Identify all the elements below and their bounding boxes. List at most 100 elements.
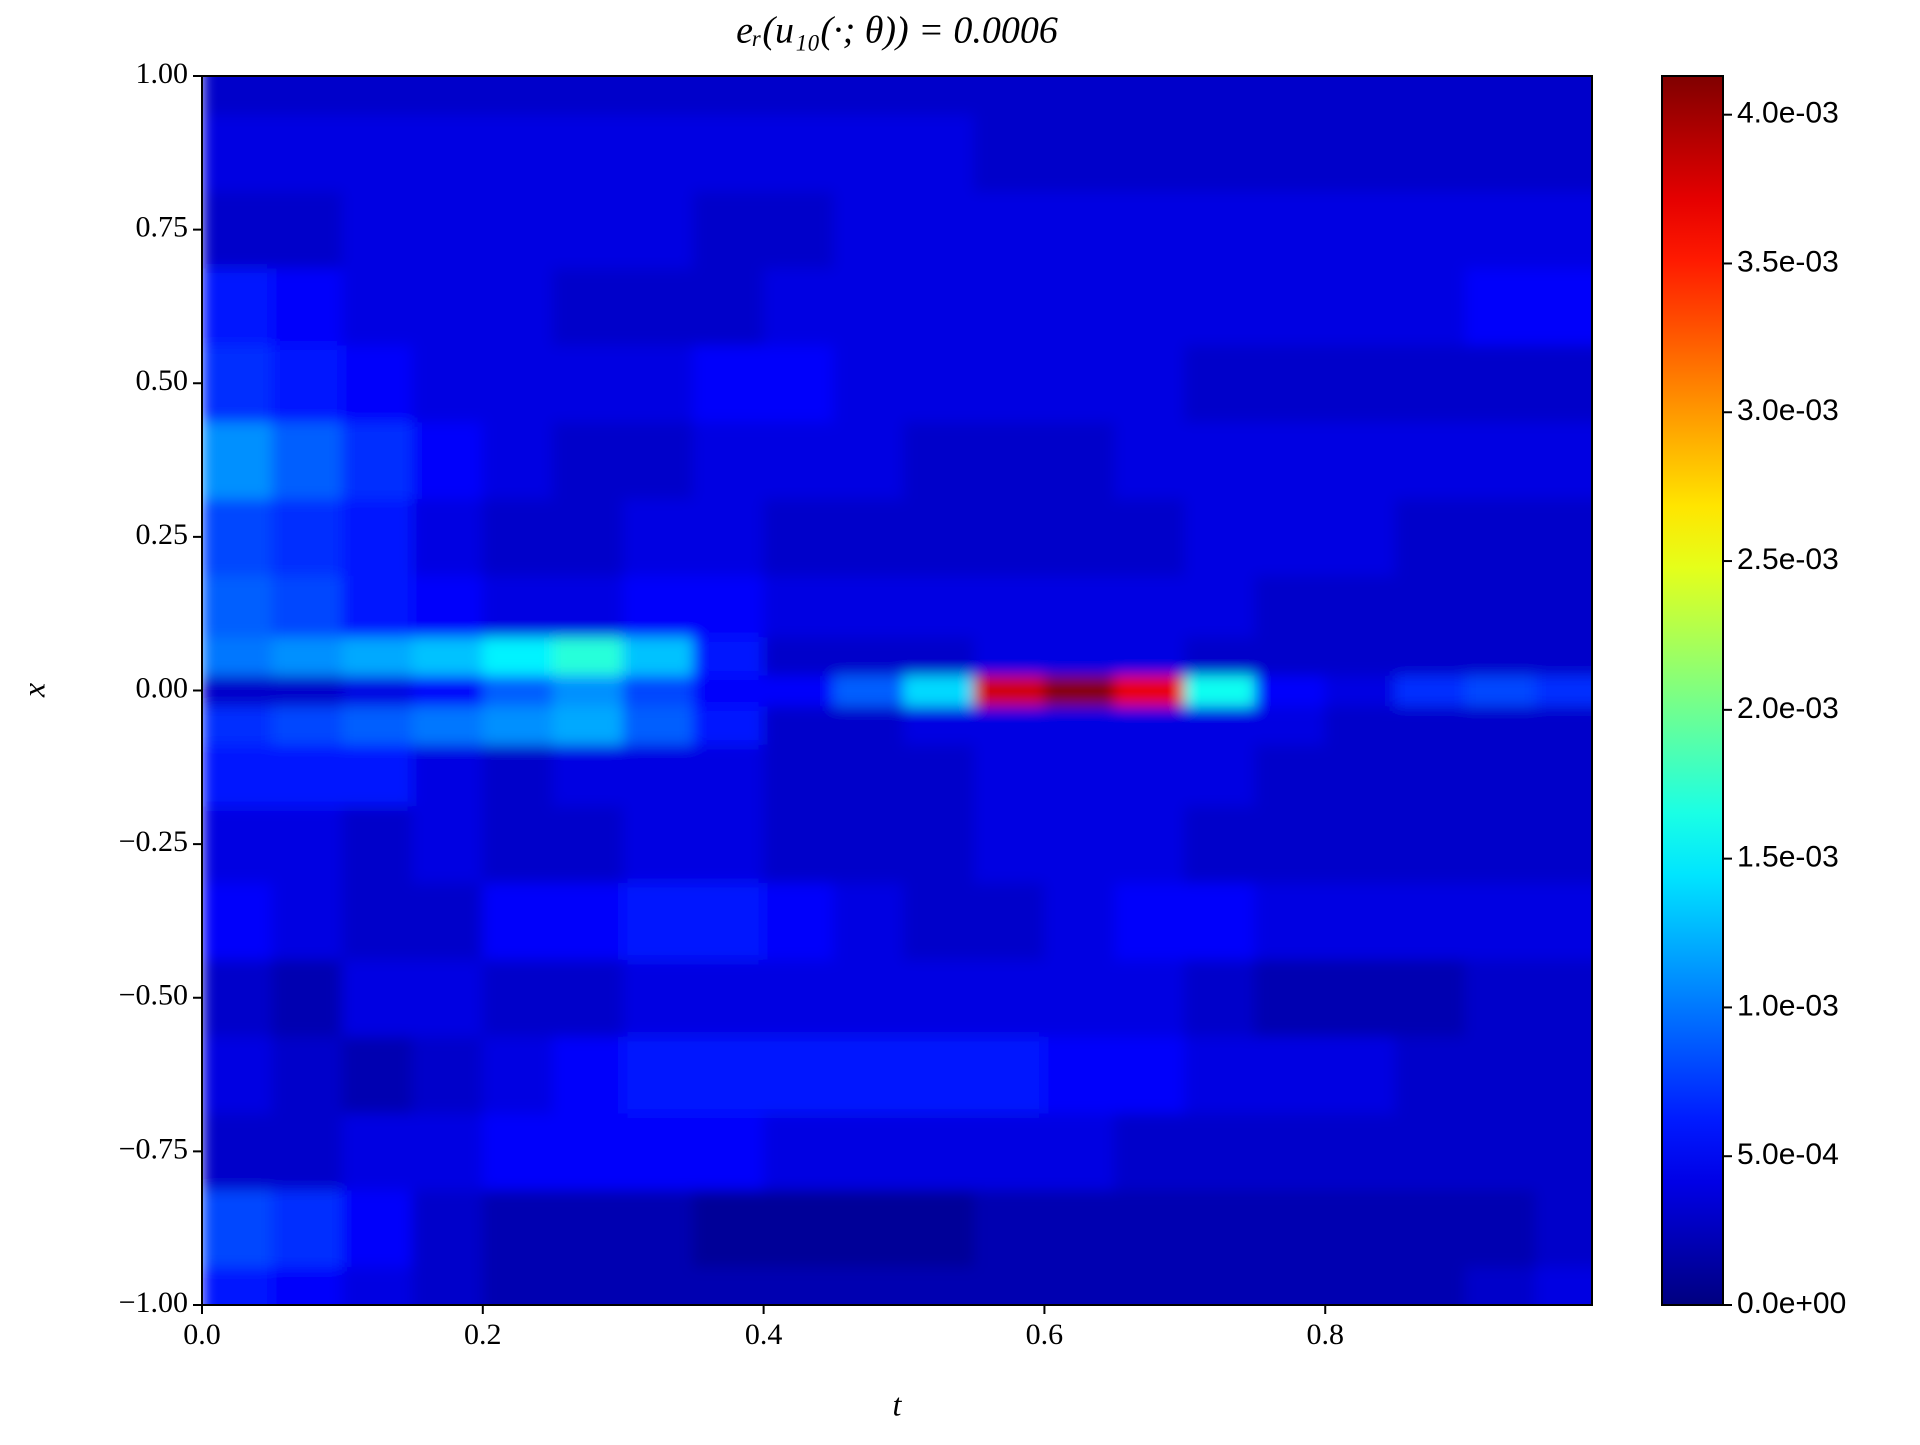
heatmap-cell	[341, 674, 414, 707]
heatmap-cell	[622, 344, 694, 423]
heatmap-cell	[271, 574, 343, 638]
heatmap-cell	[692, 574, 765, 638]
heatmap-cell	[271, 344, 343, 423]
heatmap-cell	[552, 958, 624, 1037]
heatmap-cell	[973, 190, 1045, 269]
heatmap-cell	[1184, 705, 1256, 745]
heatmap-cell	[202, 1266, 273, 1305]
heatmap-cell	[412, 267, 484, 346]
heatmap-cell	[1114, 421, 1186, 499]
heatmap-cell	[692, 743, 765, 807]
heatmap-cell	[552, 882, 624, 960]
heatmap-cell	[552, 743, 624, 807]
heatmap-cell	[903, 743, 975, 807]
heatmap-cell	[763, 497, 835, 576]
heatmap-cell	[1043, 958, 1116, 1037]
heatmap-cell	[1043, 190, 1116, 269]
heatmap-cell	[622, 674, 694, 707]
heatmap-cell	[1114, 636, 1186, 676]
heatmap-cell	[1114, 805, 1186, 884]
heatmap-cell	[202, 190, 273, 269]
heatmap-cell	[692, 674, 765, 707]
heatmap-cell	[973, 344, 1045, 423]
heatmap-cell	[341, 113, 414, 192]
heatmap-cell	[1184, 805, 1256, 884]
heatmap-cell	[202, 113, 273, 192]
heatmap-cell	[973, 705, 1045, 745]
colorbar-tick-label: 4.0e-03	[1737, 97, 1839, 130]
heatmap-cell	[763, 190, 835, 269]
x-axis-label: t	[893, 1386, 903, 1422]
heatmap-cell	[1465, 76, 1537, 115]
heatmap-cell	[692, 1112, 765, 1191]
heatmap-cell	[552, 674, 624, 707]
heatmap-cell	[1114, 958, 1186, 1037]
heatmap-cell	[1184, 1112, 1256, 1191]
heatmap-cell	[482, 805, 554, 884]
heatmap-cell	[1114, 1035, 1186, 1114]
heatmap-cell	[412, 344, 484, 423]
heatmap-cell	[552, 267, 624, 346]
heatmap-cell	[271, 636, 343, 676]
heatmap-cell	[1114, 76, 1186, 115]
heatmap-cell	[1114, 1266, 1186, 1305]
heatmap-cell	[1394, 674, 1467, 707]
heatmap-cell	[552, 190, 624, 269]
heatmap-cell	[973, 882, 1045, 960]
heatmap-cell	[763, 882, 835, 960]
heatmap-cell	[1254, 344, 1326, 423]
heatmap-cell	[973, 743, 1045, 807]
heatmap-cell	[1465, 882, 1537, 960]
heatmap-cell	[1324, 636, 1396, 676]
heatmap-cell	[692, 1035, 765, 1114]
heatmap-cell	[1324, 113, 1396, 192]
heatmap-cell	[1254, 574, 1326, 638]
heatmap-cell	[763, 1112, 835, 1191]
heatmap-cell	[1043, 743, 1116, 807]
heatmap-cell	[833, 267, 905, 346]
heatmap-cell	[1114, 705, 1186, 745]
heatmap-cell	[1254, 743, 1326, 807]
heatmap-cell	[1465, 113, 1537, 192]
heatmap-cell	[412, 76, 484, 115]
y-axis-label: x	[15, 683, 51, 698]
heatmap-cell	[1043, 497, 1116, 576]
heatmap-cell	[1465, 497, 1537, 576]
y-tick-label: −0.75	[119, 1132, 188, 1165]
heatmap-cell	[1114, 344, 1186, 423]
heatmap-cell	[903, 421, 975, 499]
heatmap-cell	[763, 1266, 835, 1305]
heatmap-cell	[1254, 805, 1326, 884]
heatmap-cell	[833, 636, 905, 676]
heatmap-cell	[903, 958, 975, 1037]
heatmap-cell	[271, 705, 343, 745]
heatmap-cell	[1535, 1112, 1592, 1191]
heatmap-cell	[271, 1035, 343, 1114]
heatmap-cell	[1254, 76, 1326, 115]
heatmap-cell	[1254, 1035, 1326, 1114]
heatmap-cell	[1324, 1035, 1396, 1114]
heatmap-cell	[202, 705, 273, 745]
heatmap-cell	[341, 1035, 414, 1114]
heatmap-cell	[202, 344, 273, 423]
heatmap-cell	[412, 1035, 484, 1114]
heatmap-cell	[202, 1189, 273, 1268]
heatmap-cell	[763, 805, 835, 884]
heatmap-cell	[1184, 497, 1256, 576]
heatmap-cell	[1114, 743, 1186, 807]
x-tick-label: 0.2	[464, 1318, 502, 1351]
heatmap-cell	[202, 267, 273, 346]
heatmap-cell	[1184, 344, 1256, 423]
heatmap-cell	[482, 882, 554, 960]
heatmap-cell	[1394, 421, 1467, 499]
heatmap-cell	[1043, 805, 1116, 884]
heatmap-cell	[622, 113, 694, 192]
heatmap-cell	[1184, 1266, 1256, 1305]
heatmap-cell	[341, 344, 414, 423]
heatmap-cell	[692, 421, 765, 499]
heatmap-cell	[1043, 113, 1116, 192]
heatmap-cell	[341, 574, 414, 638]
heatmap-cell	[412, 805, 484, 884]
heatmap-cell	[1114, 1189, 1186, 1268]
heatmap-cell	[1535, 1189, 1592, 1268]
